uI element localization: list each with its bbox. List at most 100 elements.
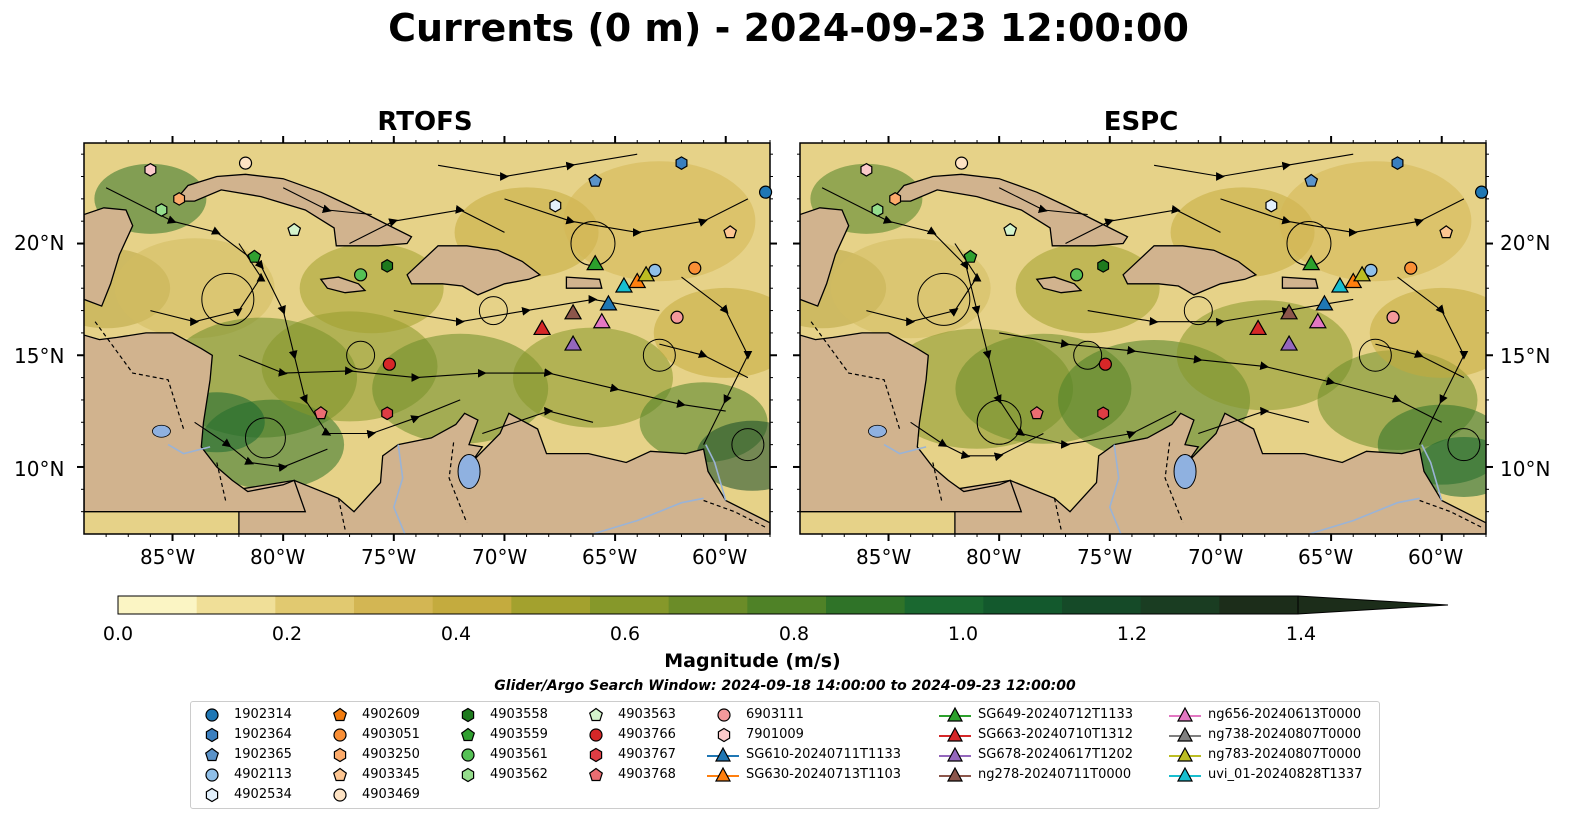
lon-tick-label: 65°W xyxy=(582,545,638,569)
map-panels xyxy=(77,136,1493,541)
hexagon-marker-icon xyxy=(461,707,475,723)
marker-4902113 xyxy=(1364,263,1378,277)
marker-4903563 xyxy=(287,222,302,236)
triangle-marker-icon xyxy=(1169,726,1201,742)
marker-4902534 xyxy=(549,198,562,213)
marker-uvi_01-20240828T1337 xyxy=(1330,276,1349,293)
triangle-marker-icon xyxy=(939,706,971,722)
marker-1902364 xyxy=(675,156,688,170)
hexagon-marker-icon xyxy=(717,727,731,743)
lat-tick-label: 15°N xyxy=(14,344,65,368)
lat-tick-label: 20°N xyxy=(14,231,65,255)
search-window-text: Glider/Argo Search Window: 2024-09-18 14… xyxy=(494,678,1076,694)
marker-4903559 xyxy=(963,249,978,263)
espc-map xyxy=(793,136,1493,541)
triangle-marker-icon xyxy=(1169,766,1201,782)
marker-SG649-20240712T1133 xyxy=(1302,254,1321,271)
marker-4903766 xyxy=(382,357,396,371)
marker-4903469 xyxy=(238,156,253,170)
lon-tick-label: 65°W xyxy=(1298,545,1354,569)
marker-7901009 xyxy=(860,162,873,177)
lon-tick-label: 80°W xyxy=(250,545,306,569)
pentagon-marker-icon xyxy=(460,727,476,742)
marker-SG649-20240712T1133 xyxy=(586,254,605,271)
marker-uvi_01-20240828T1337 xyxy=(614,276,633,293)
marker-SG610-20240711T1133 xyxy=(1315,294,1334,311)
marker-SG678-20240617T1202 xyxy=(564,334,583,351)
circle-marker-icon xyxy=(205,708,219,722)
pentagon-marker-icon xyxy=(332,767,348,782)
colorbar-tick-label: 0.4 xyxy=(440,623,472,645)
lon-tick-label: 85°W xyxy=(140,545,196,569)
marker-4903766 xyxy=(1098,357,1112,371)
lon-tick-label: 70°W xyxy=(472,545,528,569)
colorbar-tick-label: 1.4 xyxy=(1285,623,1317,645)
marker-7901009 xyxy=(144,162,157,177)
marker-4903469 xyxy=(954,156,969,170)
lon-tick-label: 60°W xyxy=(692,545,748,569)
marker-ng783-20240807T0000 xyxy=(1353,265,1372,282)
circle-marker-icon xyxy=(205,768,219,782)
marker-4903767 xyxy=(381,406,394,421)
pentagon-marker-icon xyxy=(204,747,220,762)
colorbar-tick-label: 0.6 xyxy=(609,623,641,645)
marker-4903558 xyxy=(1097,259,1110,273)
triangle-marker-icon xyxy=(707,746,739,762)
colorbar-tick-label: 1.0 xyxy=(947,623,979,645)
marker-4903558 xyxy=(381,259,394,273)
marker-SG610-20240711T1133 xyxy=(599,294,618,311)
marker-4903345 xyxy=(723,225,738,239)
circle-marker-icon xyxy=(589,728,603,742)
marker-ng783-20240807T0000 xyxy=(637,265,656,282)
marker-ng656-20240613T0000 xyxy=(592,312,611,329)
marker-4903768 xyxy=(313,406,328,420)
lon-tick-label: 80°W xyxy=(966,545,1022,569)
triangle-marker-icon xyxy=(1169,746,1201,762)
circle-marker-icon xyxy=(333,788,347,802)
legend: 1902314 1902364 1902365 4902113 4902534 … xyxy=(190,701,1380,809)
hexagon-marker-icon xyxy=(205,787,219,803)
lat-tick-label: 10°N xyxy=(14,457,65,481)
marker-6903111 xyxy=(1386,310,1400,324)
circle-marker-icon xyxy=(717,708,731,722)
lon-tick-label: 70°W xyxy=(1188,545,1244,569)
panel-title-rtofs: RTOFS xyxy=(377,107,473,137)
marker-ng278-20240711T0000 xyxy=(564,303,583,320)
marker-4903768 xyxy=(1029,406,1044,420)
marker-4903562 xyxy=(155,203,168,217)
circle-marker-icon xyxy=(461,748,475,762)
triangle-marker-icon xyxy=(939,766,971,782)
colorbar-tick-label: 0.8 xyxy=(778,623,810,645)
hexagon-marker-icon xyxy=(205,727,219,743)
colorbar xyxy=(117,595,1449,615)
marker-4903250 xyxy=(173,192,186,206)
lat-tick-label: 15°N xyxy=(1500,344,1551,368)
figure-title: Currents (0 m) - 2024-09-23 12:00:00 xyxy=(388,6,1189,50)
marker-1902365 xyxy=(1304,173,1319,187)
pentagon-marker-icon xyxy=(332,707,348,722)
lon-tick-label: 60°W xyxy=(1408,545,1464,569)
lon-tick-label: 75°W xyxy=(361,545,417,569)
triangle-marker-icon xyxy=(939,746,971,762)
triangle-marker-icon xyxy=(707,766,739,782)
marker-4903051 xyxy=(1404,261,1418,275)
hexagon-marker-icon xyxy=(333,747,347,763)
marker-6903111 xyxy=(670,310,684,324)
hexagon-marker-icon xyxy=(589,747,603,763)
marker-SG678-20240617T1202 xyxy=(1280,334,1299,351)
marker-4903051 xyxy=(688,261,702,275)
pentagon-marker-icon xyxy=(588,707,604,722)
colorbar-label: Magnitude (m/s) xyxy=(664,650,841,672)
marker-SG663-20240710T1312 xyxy=(1249,319,1268,336)
marker-1902364 xyxy=(1391,156,1404,170)
marker-1902314 xyxy=(1474,185,1489,199)
marker-4903563 xyxy=(1003,222,1018,236)
lon-tick-label: 85°W xyxy=(856,545,912,569)
marker-4903562 xyxy=(871,203,884,217)
triangle-marker-icon xyxy=(939,726,971,742)
colorbar-tick-label: 0.2 xyxy=(271,623,303,645)
colorbar-tick-label: 1.2 xyxy=(1116,623,1148,645)
rtofs-map xyxy=(77,136,777,541)
circle-marker-icon xyxy=(333,728,347,742)
marker-4903561 xyxy=(354,268,368,282)
